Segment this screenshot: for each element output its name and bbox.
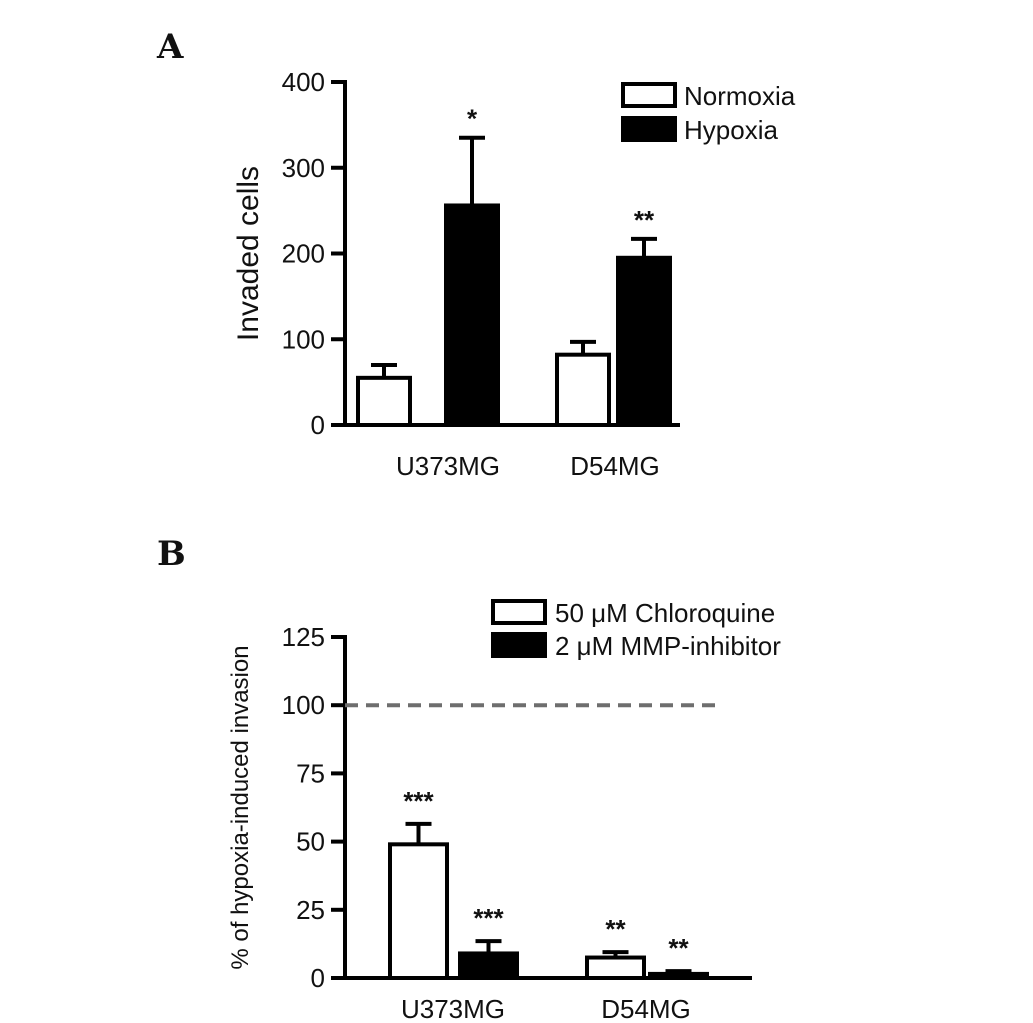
legend-swatch [491, 632, 547, 658]
legend-label: 50 μM Chloroquine [555, 598, 775, 628]
bar-d54mg-series-0 [555, 352, 611, 427]
x-category-label: U373MG [401, 994, 505, 1023]
y-tick-label: 125 [282, 622, 325, 652]
legend-label: Hypoxia [684, 115, 778, 145]
y-axis-title: Invaded cells [232, 166, 265, 341]
bar-d54mg-series-1 [648, 971, 709, 981]
bar-d54mg-series-1 [616, 255, 672, 427]
significance-marker: ** [668, 933, 689, 963]
legend-swatch [621, 82, 677, 108]
y-tick-label: 100 [282, 324, 325, 354]
y-tick-label: 200 [282, 239, 325, 269]
bar-d54mg-series-0 [585, 955, 646, 980]
significance-marker: *** [473, 903, 504, 933]
x-category-label: D54MG [570, 451, 660, 481]
y-tick-label: 0 [311, 410, 325, 440]
bar-u373mg-series-0 [388, 842, 449, 980]
significance-marker: ** [605, 914, 626, 944]
y-tick-label: 400 [282, 67, 325, 97]
chart-panel-b: 0 25 50 75 100 125 % of hypoxia-induced invasi… [227, 598, 781, 1023]
legend-swatch [621, 116, 677, 142]
x-category-label: U373MG [396, 451, 500, 481]
chart-panel-a: 0 100 200 300 400 Invaded cells * U373MG ** D54MG… [232, 67, 796, 481]
bar-u373mg-series-0 [356, 375, 412, 427]
y-tick-label: 50 [296, 827, 325, 857]
significance-marker: * [467, 104, 478, 134]
significance-marker: *** [403, 786, 434, 816]
legend-swatch [491, 599, 547, 625]
y-tick-label: 0 [311, 963, 325, 993]
panel-letter-b: B [157, 534, 186, 574]
y-tick-label: 25 [296, 895, 325, 925]
y-tick-label: 75 [296, 758, 325, 788]
x-category-label: D54MG [601, 994, 691, 1023]
y-tick-label: 300 [282, 153, 325, 183]
bar-u373mg-series-1 [458, 951, 519, 980]
legend-label: Normoxia [684, 81, 796, 111]
y-tick-label: 100 [282, 690, 325, 720]
bar-u373mg-series-1 [444, 203, 500, 427]
significance-marker: ** [634, 205, 655, 235]
y-axis-title: % of hypoxia-induced invasion [227, 645, 254, 969]
panel-letter-a: A [156, 27, 184, 67]
legend-label: 2 μM MMP-inhibitor [555, 631, 781, 661]
